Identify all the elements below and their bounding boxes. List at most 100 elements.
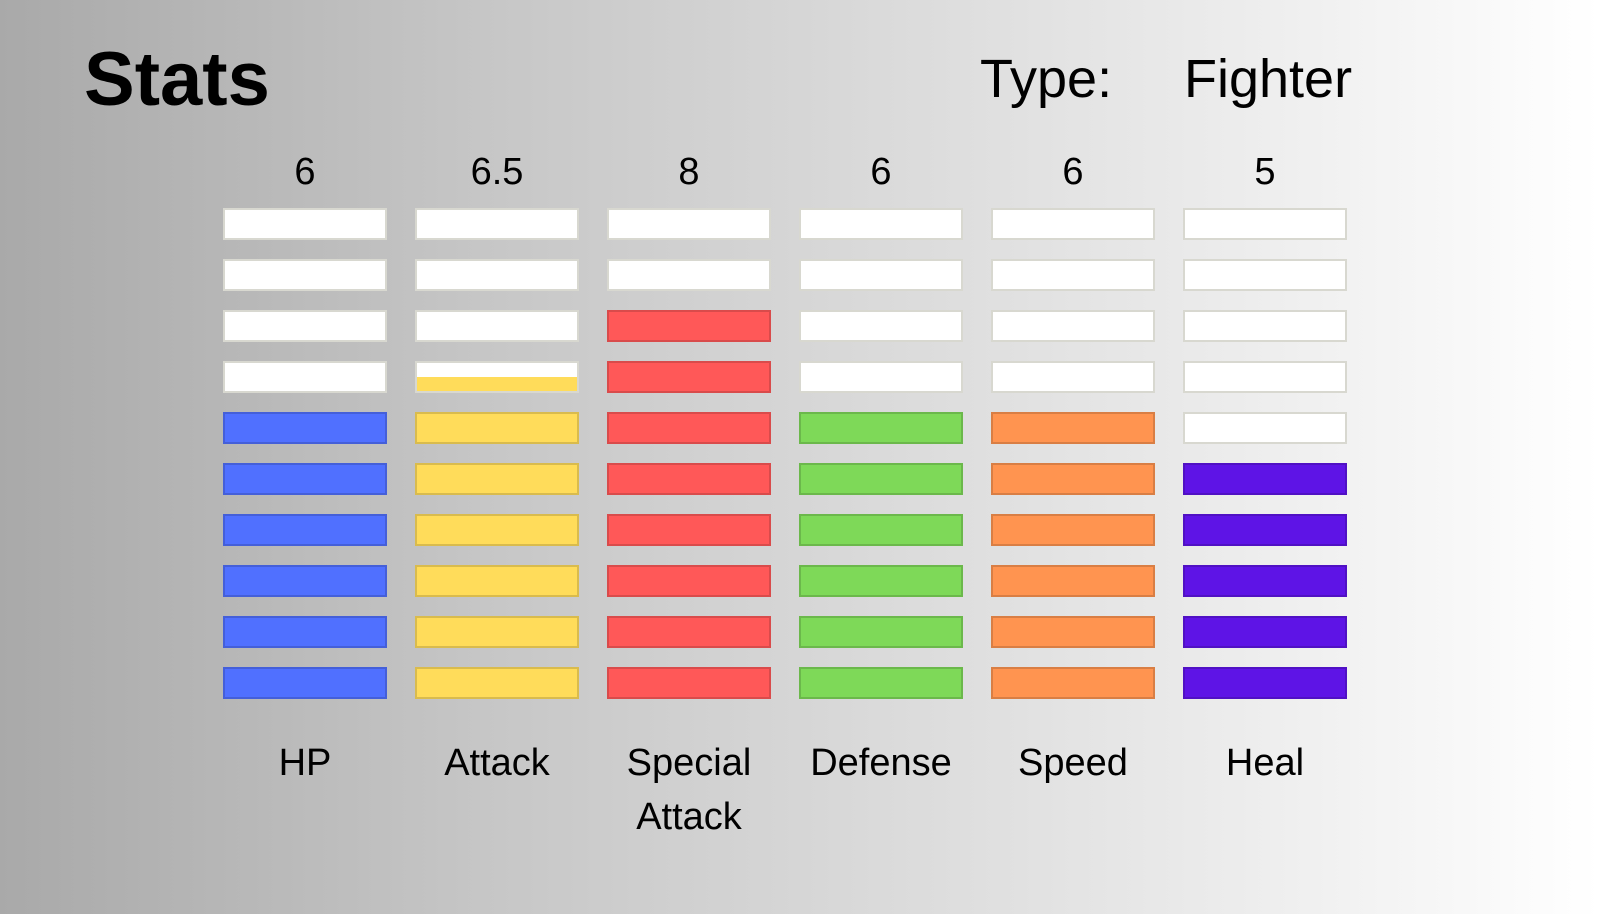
stat-segment-fill [609,465,769,493]
stat-value: 6 [294,151,316,193]
stat-segment-fill [609,516,769,544]
stat-segment [799,514,963,546]
stat-segment [223,616,387,648]
stat-segment [607,361,771,393]
stat-segment [1183,514,1347,546]
stat-label: HP [203,736,407,790]
type-label: Type: [980,49,1113,109]
stat-segment [607,463,771,495]
stat-label: Speed [971,736,1175,790]
stat-segment-fill [609,363,769,391]
stat-segment [415,412,579,444]
stat-label: Defense [779,736,983,790]
stat-segment [415,565,579,597]
stat-value: 6 [1062,151,1084,193]
stat-segment [799,667,963,699]
stat-segment [1183,208,1347,240]
stat-segment [223,310,387,342]
stat-segment [799,208,963,240]
stat-segment-fill [225,669,385,697]
stat-segment-fill [993,669,1153,697]
stat-segment [991,361,1155,393]
stat-segment [1183,565,1347,597]
stat-segment [799,259,963,291]
stat-segment-fill [1185,516,1345,544]
stat-segment [223,514,387,546]
stat-segment [799,361,963,393]
stat-label-line: Speed [1018,742,1128,784]
stat-segment-fill [801,465,961,493]
stat-segment [415,361,579,393]
stat-segment-fill [225,567,385,595]
stat-segment-fill [609,414,769,442]
stat-segment [991,514,1155,546]
stat-segment [223,412,387,444]
stat-segment [799,310,963,342]
stat-segment-fill [801,516,961,544]
stat-label: Special Attack [587,736,791,844]
stat-segment-fill [417,618,577,646]
stat-segment-fill [993,516,1153,544]
stat-segment [991,667,1155,699]
stat-segment-fill [417,669,577,697]
page-title: Stats [84,37,270,122]
stat-segment [799,412,963,444]
stat-segment-fill [417,377,577,391]
stat-segment [607,514,771,546]
stat-segment-fill [1185,618,1345,646]
stat-segment-fill [1185,669,1345,697]
stat-segment [1183,412,1347,444]
stat-segment-fill [417,465,577,493]
stat-segment [415,514,579,546]
stat-segment-fill [417,414,577,442]
stat-segment [223,667,387,699]
stat-segment-fill [801,414,961,442]
stat-segment-fill [417,516,577,544]
stat-label-line: HP [278,742,332,784]
stat-segment-fill [993,567,1153,595]
type-value: Fighter [1184,49,1353,109]
stat-segment [415,310,579,342]
stat-segment [223,259,387,291]
stat-segment [223,208,387,240]
stat-segment [607,208,771,240]
stat-label: Heal [1163,736,1367,790]
stat-segment-fill [993,414,1153,442]
stat-label-line: Special [626,742,752,784]
stat-segment [415,667,579,699]
stat-label-line: Attack [636,796,742,838]
stat-segment-fill [1185,567,1345,595]
stat-segment-fill [609,618,769,646]
stat-segment [991,259,1155,291]
stat-segment [607,259,771,291]
stat-segment [799,463,963,495]
stat-segment [415,616,579,648]
stat-label-line: Heal [1225,742,1305,784]
stat-segment [607,565,771,597]
stat-segment-fill [417,567,577,595]
stat-segment [799,565,963,597]
stat-segment-fill [993,618,1153,646]
stat-label: Attack [395,736,599,790]
stat-segment [1183,463,1347,495]
stat-segment [607,667,771,699]
stat-value: 8 [678,151,700,193]
stat-segment-fill [609,669,769,697]
stat-segment-fill [225,516,385,544]
stat-segment-fill [801,669,961,697]
stat-segment [223,463,387,495]
stat-value: 5 [1254,151,1276,193]
stat-segment-fill [1185,465,1345,493]
stat-segment-fill [225,414,385,442]
stat-segment [991,463,1155,495]
stat-segment [223,565,387,597]
stat-label-line: Attack [444,742,550,784]
stat-segment [991,616,1155,648]
stat-segment [991,208,1155,240]
stat-segment [991,412,1155,444]
stat-segment [991,310,1155,342]
stat-segment [799,616,963,648]
stat-segment [1183,361,1347,393]
stat-segment [415,259,579,291]
stat-segment [1183,616,1347,648]
